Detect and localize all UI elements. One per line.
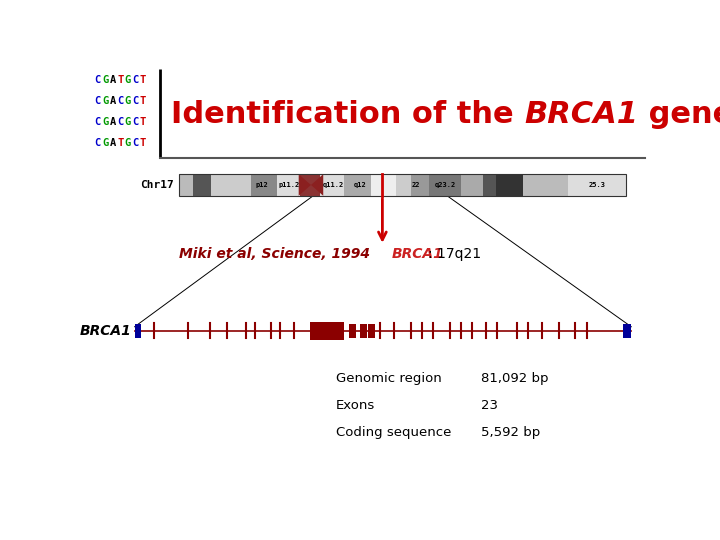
Text: G: G <box>102 117 108 127</box>
Text: 25.3: 25.3 <box>588 182 606 188</box>
Text: G: G <box>125 96 131 106</box>
Text: G: G <box>102 75 108 85</box>
Text: G: G <box>125 138 131 147</box>
Text: G: G <box>102 96 108 106</box>
Bar <box>320 174 344 196</box>
Bar <box>135 324 141 338</box>
Text: 5,592 bp: 5,592 bp <box>481 426 540 439</box>
Text: C: C <box>132 117 138 127</box>
Text: C: C <box>94 138 101 147</box>
Bar <box>623 324 631 338</box>
Bar <box>369 324 375 338</box>
Text: T: T <box>140 138 146 147</box>
Text: C: C <box>132 75 138 85</box>
Bar <box>360 324 366 338</box>
Text: : 17q21: : 17q21 <box>428 247 481 261</box>
Text: p12: p12 <box>256 182 269 188</box>
Bar <box>193 174 210 196</box>
Text: C: C <box>94 96 101 106</box>
Bar <box>277 174 300 196</box>
Text: BRCA1: BRCA1 <box>392 247 443 261</box>
Bar <box>349 324 356 338</box>
Text: C: C <box>94 117 101 127</box>
Bar <box>251 174 277 196</box>
Text: Chr17: Chr17 <box>140 180 174 190</box>
Text: q23.2: q23.2 <box>434 182 456 188</box>
Text: A: A <box>109 117 116 127</box>
Text: 23: 23 <box>481 399 498 412</box>
Bar <box>567 174 626 196</box>
Text: A: A <box>109 75 116 85</box>
Text: q11.2: q11.2 <box>323 182 344 188</box>
Text: C: C <box>132 138 138 147</box>
Text: G: G <box>125 75 131 85</box>
Text: BRCA1: BRCA1 <box>524 100 638 129</box>
Text: 22: 22 <box>412 182 420 188</box>
Text: C: C <box>132 96 138 106</box>
Text: 81,092 bp: 81,092 bp <box>481 372 548 385</box>
Text: T: T <box>117 138 123 147</box>
Text: C: C <box>117 117 123 127</box>
Text: Identification of the: Identification of the <box>171 100 524 129</box>
Text: A: A <box>109 96 116 106</box>
Text: Coding sequence: Coding sequence <box>336 426 451 439</box>
Bar <box>210 174 251 196</box>
Text: T: T <box>140 117 146 127</box>
Bar <box>429 174 461 196</box>
Text: G: G <box>102 138 108 147</box>
Bar <box>310 322 344 340</box>
Text: T: T <box>140 96 146 106</box>
Bar <box>411 174 429 196</box>
Bar <box>179 174 193 196</box>
Bar <box>344 174 372 196</box>
Bar <box>523 174 567 196</box>
Text: C: C <box>94 75 101 85</box>
Text: C: C <box>117 96 123 106</box>
Text: G: G <box>125 117 131 127</box>
Text: A: A <box>109 138 116 147</box>
Polygon shape <box>311 174 323 196</box>
Bar <box>300 174 320 196</box>
Text: BRCA1: BRCA1 <box>80 324 132 338</box>
Bar <box>396 174 411 196</box>
Bar <box>461 174 483 196</box>
Bar <box>496 174 523 196</box>
Text: gene: gene <box>638 100 720 129</box>
Text: q12: q12 <box>354 182 366 188</box>
Bar <box>372 174 396 196</box>
Text: p11.2: p11.2 <box>278 182 300 188</box>
Bar <box>179 174 626 196</box>
Polygon shape <box>299 174 311 196</box>
Text: T: T <box>140 75 146 85</box>
Text: Genomic region: Genomic region <box>336 372 441 385</box>
Bar <box>483 174 496 196</box>
Text: Miki et al, Science, 1994: Miki et al, Science, 1994 <box>179 247 370 261</box>
Text: Exons: Exons <box>336 399 375 412</box>
Text: T: T <box>117 75 123 85</box>
